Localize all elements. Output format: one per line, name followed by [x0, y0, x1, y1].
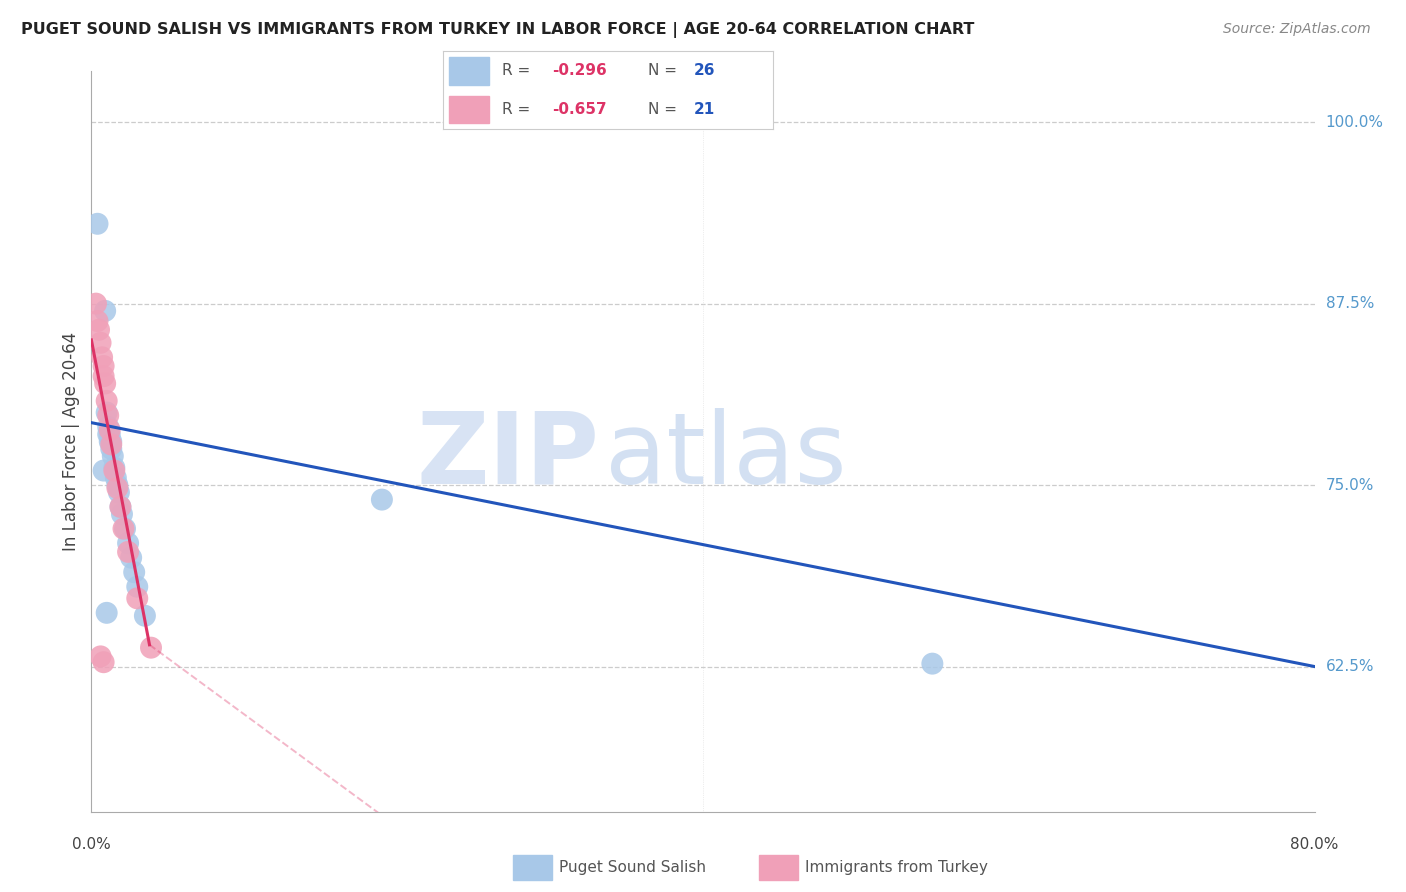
Point	[86, 314, 108, 328]
Point	[91, 351, 114, 365]
Point	[117, 545, 139, 559]
Point	[100, 442, 122, 456]
Point	[105, 478, 128, 492]
Point	[100, 434, 122, 449]
Point	[98, 434, 121, 449]
Text: R =: R =	[502, 103, 536, 117]
Point	[90, 335, 112, 350]
Point	[84, 296, 107, 310]
Point	[93, 359, 115, 373]
Text: 26: 26	[695, 63, 716, 78]
Text: 62.5%: 62.5%	[1326, 659, 1374, 674]
Point	[98, 423, 121, 437]
Text: Puget Sound Salish: Puget Sound Salish	[560, 860, 706, 875]
Point	[111, 507, 134, 521]
FancyBboxPatch shape	[759, 855, 799, 880]
Text: Immigrants from Turkey: Immigrants from Turkey	[806, 860, 988, 875]
Point	[120, 550, 142, 565]
Text: 75.0%: 75.0%	[1326, 477, 1374, 492]
Point	[127, 580, 149, 594]
Point	[96, 606, 118, 620]
Point	[108, 485, 131, 500]
Point	[110, 500, 132, 514]
Point	[94, 304, 117, 318]
Point	[97, 409, 120, 423]
Point	[93, 369, 115, 384]
Text: 21: 21	[695, 103, 716, 117]
Point	[103, 464, 125, 478]
Point	[101, 449, 124, 463]
Text: atlas: atlas	[605, 408, 846, 505]
FancyBboxPatch shape	[450, 57, 489, 85]
Point	[371, 492, 394, 507]
Point	[104, 471, 127, 485]
FancyBboxPatch shape	[450, 95, 489, 123]
Point	[100, 437, 122, 451]
Point	[93, 464, 115, 478]
Point	[117, 536, 139, 550]
Text: 87.5%: 87.5%	[1326, 296, 1374, 311]
Point	[96, 393, 118, 408]
Text: 0.0%: 0.0%	[72, 837, 111, 852]
Point	[90, 649, 112, 664]
Point	[94, 376, 117, 391]
Point	[122, 565, 145, 579]
Point	[134, 608, 156, 623]
Text: 100.0%: 100.0%	[1326, 115, 1384, 129]
Point	[86, 217, 108, 231]
Point	[114, 522, 136, 536]
Point	[127, 591, 149, 606]
Point	[110, 500, 132, 514]
FancyBboxPatch shape	[513, 855, 551, 880]
Point	[97, 427, 120, 442]
Point	[139, 640, 162, 655]
Y-axis label: In Labor Force | Age 20-64: In Labor Force | Age 20-64	[62, 332, 80, 551]
Point	[93, 655, 115, 669]
Point	[105, 481, 128, 495]
Point	[96, 405, 118, 419]
Text: R =: R =	[502, 63, 536, 78]
Text: ZIP: ZIP	[416, 408, 599, 505]
Text: N =: N =	[648, 63, 682, 78]
Point	[921, 657, 943, 671]
Text: Source: ZipAtlas.com: Source: ZipAtlas.com	[1223, 22, 1371, 37]
Point	[87, 323, 110, 337]
Point	[97, 420, 120, 434]
Point	[98, 427, 121, 442]
Point	[103, 460, 125, 475]
Text: 80.0%: 80.0%	[1291, 837, 1339, 852]
Text: -0.657: -0.657	[553, 103, 606, 117]
Text: N =: N =	[648, 103, 682, 117]
Text: -0.296: -0.296	[553, 63, 606, 78]
Text: PUGET SOUND SALISH VS IMMIGRANTS FROM TURKEY IN LABOR FORCE | AGE 20-64 CORRELAT: PUGET SOUND SALISH VS IMMIGRANTS FROM TU…	[21, 22, 974, 38]
Point	[112, 522, 135, 536]
